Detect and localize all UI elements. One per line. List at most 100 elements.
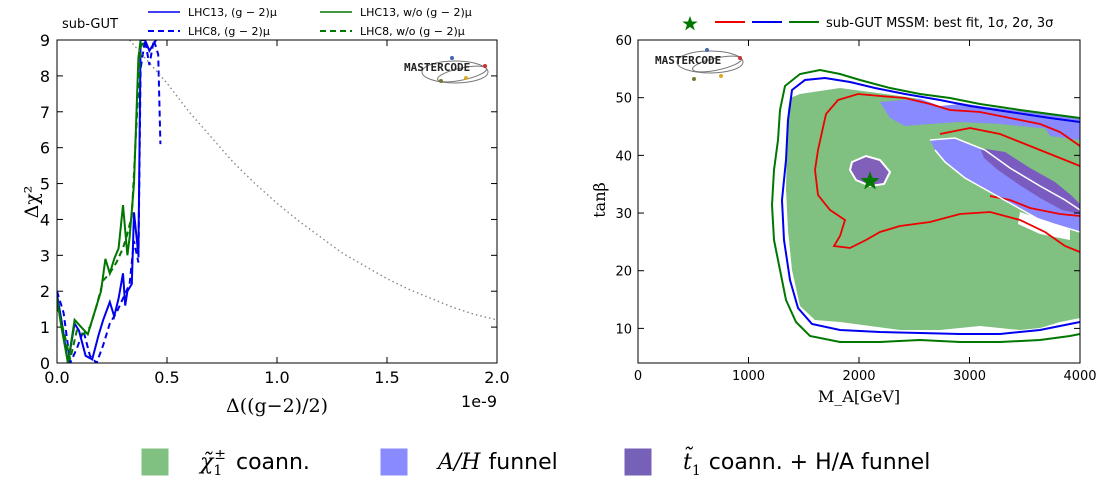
legend-label: t̃1 coann. + H/A funnel [683,445,930,479]
logo-dot [705,48,709,52]
y-tick-label: 1 [40,318,50,337]
y-tick-label: 10 [615,322,632,337]
region-ah-funnel [880,98,1080,132]
best-fit-group [860,171,880,190]
logo-dot [692,77,696,81]
y-axis-label: tanβ [590,182,609,218]
logo-text: MASTERCODE [404,61,470,74]
left-series-group [57,40,497,363]
left-panel-label: sub-GUT [62,17,118,32]
y-tick-label: 2 [40,282,50,301]
x-tick-label: 0.5 [154,368,179,387]
y-tick-label: 3 [40,246,50,265]
left-plot-frame [56,39,498,364]
series-line-2 [57,40,142,363]
legend-entry-lhc8-wo: LHC8, w/o (g − 2)μ [320,25,465,38]
mastercode-logo: MASTERCODE [404,56,489,84]
y-tick-label: 6 [40,139,50,158]
left-legend: LHC13, (g − 2)μ LHC8, (g − 2)μ LHC13, w/… [148,6,472,38]
legend-swatch [141,448,169,476]
legend-label: A/H funnel [436,450,558,475]
contour-1sigma [939,127,1080,167]
x-tick-label: 3000 [953,369,986,384]
contour-2sigma [780,76,1080,335]
best-fit-star-icon [860,171,880,190]
logo-orbit [676,50,744,74]
legend-label: LHC13, (g − 2)μ [188,6,277,19]
legend-label: LHC8, (g − 2)μ [188,25,270,38]
x-tick-label: 2000 [842,369,875,384]
region-stop-coann-funnel [850,156,890,186]
y-tick-label: 0 [40,354,50,373]
legend-star-icon [682,16,698,31]
logo-dot [719,74,723,78]
left-chart: 0.0 0.5 1.0 1.5 2.0 0 1 2 3 4 5 6 7 8 9 sub-GUT LHC13… [21,6,510,417]
x-tick-label: 4000 [1063,369,1096,384]
x-tick-label: 1.5 [374,368,399,387]
left-tick-marks [56,39,498,364]
region-chargino-coann [786,88,1080,330]
series-line-0 [57,40,157,363]
region-ah-funnel [1040,120,1080,140]
region-outline [934,149,1080,233]
logo-orbit [421,60,489,84]
y-tick-label: 30 [615,207,632,222]
x-tick-label: 1000 [732,369,765,384]
right-regions [786,88,1080,330]
legend-entry-lhc13-wo: LHC13, w/o (g − 2)μ [320,6,472,19]
bottom-legend-entry-stop-funnel: t̃1 coann. + H/A funnel [624,445,930,479]
logo-dot [439,79,443,83]
y-axis-label: Δχ² [21,186,43,219]
y-tick-label: 5 [40,175,50,194]
logo-text: MASTERCODE [655,54,721,67]
x-tick-label: 2.0 [484,368,509,387]
bottom-legend-entry-chargino: χ̃1± coann. [141,447,310,479]
y-tick-label: 9 [40,31,50,50]
legend-entry-lhc8-g2: LHC8, (g − 2)μ [148,25,270,38]
logo-dot [738,56,742,60]
legend-swatch [380,448,408,476]
y-tick-label: 60 [615,34,632,49]
right-contours [770,68,1080,343]
x-tick-label: 0.0 [44,368,69,387]
series-line-1 [57,40,162,363]
legend-entry-lhc13-g2: LHC13, (g − 2)μ [148,6,277,19]
x-offset-label: 1e-9 [461,392,497,411]
legend-label: sub-GUT MSSM: best fit, 1σ, 2σ, 3σ [826,16,1053,31]
left-y-tick-labels: 0 1 2 3 4 5 6 7 8 9 [40,31,50,373]
logo-dot [450,56,454,60]
contour-3sigma [770,68,1080,343]
series-line-4 [129,40,497,321]
x-axis-label: M_A[GeV] [818,387,900,406]
logo-dot [464,76,468,80]
right-chart: 0 1000 2000 3000 4000 10 20 30 40 50 60 sub-GUT M… [590,16,1097,406]
legend-label: LHC8, w/o (g − 2)μ [360,25,465,38]
legend-swatch [624,448,652,476]
bottom-legend: χ̃1± coann. A/H funnel t̃1 coann. + H/A fun… [141,445,930,479]
region-ah-funnel [930,138,1080,232]
left-x-tick-labels: 0.0 0.5 1.0 1.5 2.0 [44,368,509,387]
right-x-tick-labels: 0 1000 2000 3000 4000 [634,369,1097,384]
x-tick-label: 0 [634,369,642,384]
right-y-tick-labels: 10 20 30 40 50 60 [615,34,632,337]
legend-label: χ̃1± coann. [198,447,310,479]
left-y-axis-label: Δχ² [21,186,43,219]
series-line-3 [57,40,146,360]
x-tick-label: 1.0 [264,368,289,387]
y-tick-label: 40 [615,149,632,164]
x-axis-label: Δ((g−2)/2) [226,395,328,417]
region-gap [1018,212,1070,240]
contour-1sigma [814,93,1080,253]
bottom-legend-entry-ah-funnel: A/H funnel [380,448,558,476]
y-tick-label: 8 [40,67,50,86]
legend-label: LHC13, w/o (g − 2)μ [360,6,472,19]
y-tick-label: 4 [40,210,50,229]
mastercode-logo: MASTERCODE [655,48,744,81]
right-plot-frame [637,39,1081,364]
region-outline [848,154,892,188]
y-tick-label: 7 [40,103,50,122]
logo-dot [483,64,487,68]
right-legend: sub-GUT MSSM: best fit, 1σ, 2σ, 3σ [682,16,1053,31]
y-tick-label: 20 [615,265,632,280]
logo-orbit [437,65,487,83]
